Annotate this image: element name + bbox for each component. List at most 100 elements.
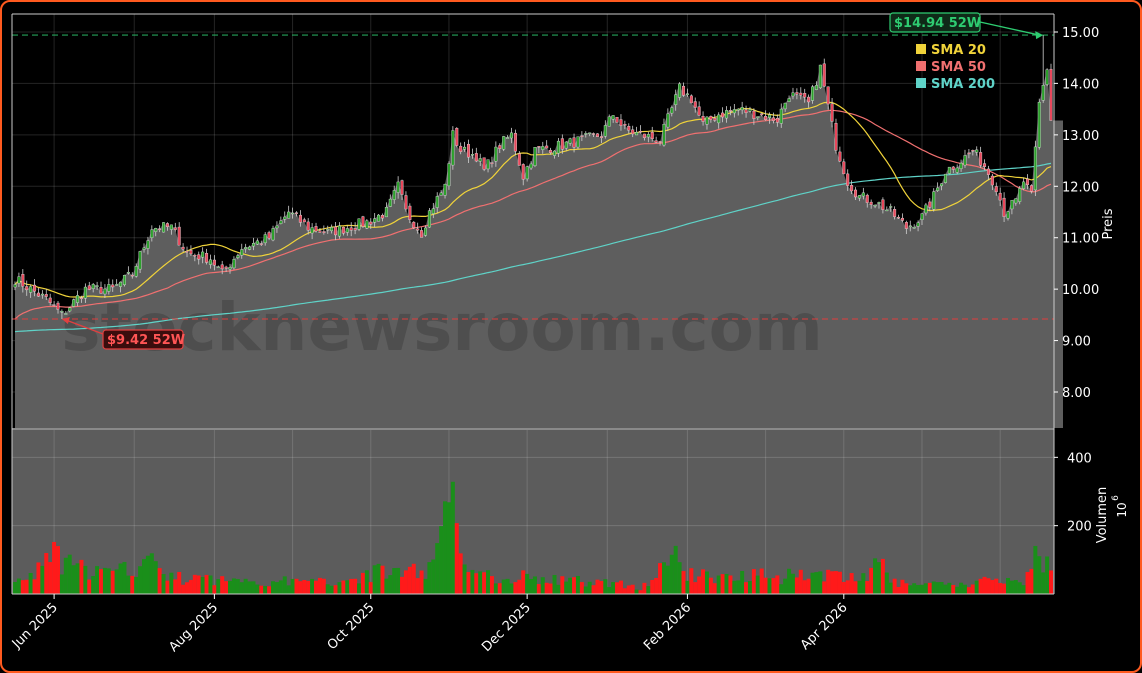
candle bbox=[357, 218, 361, 230]
volume-bar bbox=[493, 583, 498, 594]
volume-bar bbox=[513, 582, 518, 594]
volume-bar bbox=[505, 578, 510, 594]
candle bbox=[251, 243, 255, 247]
volume-bar bbox=[787, 568, 792, 594]
volume-bar bbox=[564, 581, 569, 594]
volume-unit-exponent: 6 bbox=[1111, 495, 1121, 501]
volume-bar bbox=[861, 573, 866, 594]
volume-bar bbox=[388, 575, 393, 594]
candle bbox=[533, 147, 537, 167]
candle bbox=[713, 117, 717, 121]
candle bbox=[142, 247, 146, 250]
candle bbox=[447, 163, 451, 187]
candle bbox=[732, 109, 736, 114]
volume-bar bbox=[1029, 568, 1034, 594]
low-52w-arrow bbox=[65, 319, 104, 335]
candle bbox=[369, 221, 373, 225]
candle bbox=[29, 286, 33, 293]
candle bbox=[103, 288, 107, 295]
volume-bar bbox=[521, 570, 526, 594]
volume-bar bbox=[544, 582, 549, 594]
candle bbox=[865, 194, 869, 203]
candle bbox=[373, 218, 377, 223]
candle bbox=[682, 85, 686, 96]
candle bbox=[1029, 185, 1033, 192]
candle bbox=[181, 246, 185, 250]
candle bbox=[979, 152, 983, 166]
candle bbox=[263, 234, 267, 244]
volume-bar bbox=[161, 574, 166, 594]
volume-bar bbox=[145, 555, 150, 594]
candle bbox=[1037, 101, 1041, 148]
volume-tick-label: 200 bbox=[1067, 520, 1092, 535]
candle bbox=[341, 226, 345, 234]
candle bbox=[314, 226, 318, 232]
volume-bar bbox=[1021, 585, 1026, 594]
volume-bar bbox=[122, 561, 127, 594]
candle bbox=[642, 133, 646, 138]
candle bbox=[709, 116, 713, 120]
candle bbox=[619, 119, 623, 126]
volume-bar bbox=[540, 577, 545, 594]
candle bbox=[396, 181, 400, 193]
candle bbox=[177, 226, 181, 246]
candle bbox=[646, 134, 650, 138]
volume-bar bbox=[153, 561, 158, 594]
volume-bar bbox=[646, 586, 651, 594]
volume-bar bbox=[1013, 580, 1018, 594]
candle bbox=[803, 93, 807, 98]
candle bbox=[345, 228, 349, 233]
legend: SMA 20 SMA 50 SMA 200 bbox=[916, 43, 995, 92]
candle bbox=[1002, 197, 1006, 217]
candle bbox=[877, 202, 881, 204]
candle bbox=[940, 183, 944, 187]
candle bbox=[205, 253, 209, 263]
candle bbox=[662, 124, 666, 146]
volume-bar bbox=[415, 578, 420, 594]
volume-bar bbox=[798, 569, 803, 594]
volume-bar bbox=[212, 585, 217, 594]
volume-bar bbox=[935, 582, 940, 594]
candle bbox=[412, 221, 416, 229]
candle bbox=[1026, 178, 1030, 186]
candle bbox=[951, 166, 955, 170]
volume-bar bbox=[575, 575, 580, 594]
candle bbox=[267, 232, 271, 239]
volume-bar bbox=[673, 545, 678, 594]
volume-bar bbox=[216, 579, 221, 594]
candle bbox=[494, 146, 498, 162]
volume-bar bbox=[865, 580, 870, 594]
volume-bar bbox=[622, 588, 627, 594]
candle bbox=[310, 227, 314, 234]
candle bbox=[975, 149, 979, 153]
candle bbox=[119, 281, 123, 287]
volume-bar bbox=[665, 565, 670, 594]
candle bbox=[674, 94, 678, 105]
candle bbox=[517, 153, 521, 166]
candle bbox=[420, 230, 424, 238]
volume-bar bbox=[20, 580, 25, 594]
volume-bar bbox=[790, 573, 795, 594]
candle bbox=[588, 132, 592, 135]
x-tick-label: Oct 2025 bbox=[325, 600, 378, 653]
candle bbox=[431, 208, 435, 214]
volume-bar bbox=[40, 565, 45, 594]
candle bbox=[470, 154, 474, 156]
volume-bar bbox=[794, 577, 799, 594]
volume-bar bbox=[63, 557, 68, 594]
volume-bar bbox=[341, 580, 346, 594]
candle bbox=[201, 251, 205, 258]
volume-bar bbox=[939, 581, 944, 594]
volume-bar bbox=[231, 578, 236, 594]
volume-bar bbox=[497, 583, 502, 594]
candle bbox=[498, 145, 502, 149]
volume-bar bbox=[32, 579, 37, 594]
volume-bar bbox=[384, 578, 389, 594]
volume-bar bbox=[579, 582, 584, 594]
volume-bar bbox=[908, 585, 913, 594]
volume-bar bbox=[1017, 582, 1022, 594]
volume-bar bbox=[220, 576, 225, 594]
candle bbox=[279, 220, 283, 224]
volume-bar bbox=[931, 581, 936, 594]
volume-bar bbox=[454, 523, 459, 594]
